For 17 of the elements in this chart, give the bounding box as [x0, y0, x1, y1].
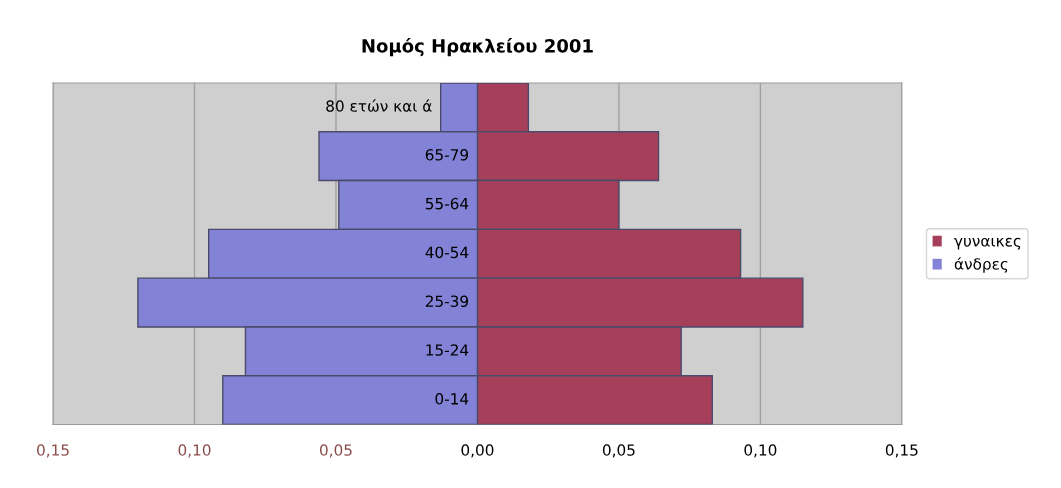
y-tick-label: 40-54: [425, 246, 469, 259]
y-tick-label: 65-79: [425, 149, 469, 161]
x-tick-label: 0,05: [319, 444, 352, 458]
x-tick-label: 0,15: [37, 444, 69, 458]
y-tick-label: 80 ετών και ά: [326, 99, 432, 112]
x-tick-label: 0,10: [178, 444, 211, 458]
y-tick-label: 55-64: [425, 197, 469, 210]
legend-label: άνδρες: [954, 257, 1008, 273]
x-tick-label: 0,00: [461, 444, 494, 458]
x-tick-label: 0,05: [602, 444, 635, 458]
y-tick-label: 0-14: [435, 393, 469, 405]
x-tick-label: 0,10: [744, 444, 777, 458]
y-tick-label: 25-39: [425, 295, 469, 307]
legend-label: γυναικες: [954, 237, 1021, 250]
y-tick-label: 15-24: [426, 344, 469, 356]
x-tick-label: 0,15: [885, 444, 918, 458]
chart-title: Νομός Ηρακλείου 2001: [362, 37, 593, 57]
